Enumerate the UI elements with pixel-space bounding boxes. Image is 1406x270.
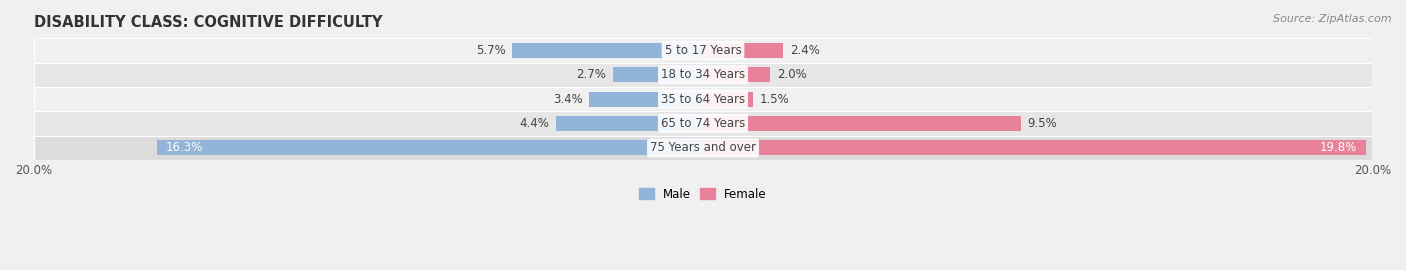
Text: 16.3%: 16.3%: [166, 141, 202, 154]
Text: 5.7%: 5.7%: [475, 44, 506, 57]
Text: 2.4%: 2.4%: [790, 44, 820, 57]
Text: 75 Years and over: 75 Years and over: [650, 141, 756, 154]
Text: DISABILITY CLASS: COGNITIVE DIFFICULTY: DISABILITY CLASS: COGNITIVE DIFFICULTY: [34, 15, 382, 30]
Bar: [703, 67, 770, 82]
Text: 35 to 64 Years: 35 to 64 Years: [661, 93, 745, 106]
Text: 9.5%: 9.5%: [1028, 117, 1057, 130]
Legend: Male, Female: Male, Female: [634, 183, 772, 205]
Text: 2.0%: 2.0%: [776, 68, 807, 81]
Bar: [703, 43, 783, 58]
Bar: [34, 136, 1372, 160]
Text: 5 to 17 Years: 5 to 17 Years: [665, 44, 741, 57]
Bar: [613, 67, 703, 82]
Bar: [703, 116, 1021, 131]
Text: 19.8%: 19.8%: [1320, 141, 1357, 154]
Bar: [589, 92, 703, 107]
Bar: [34, 63, 1372, 87]
Text: 2.7%: 2.7%: [576, 68, 606, 81]
Text: 1.5%: 1.5%: [759, 93, 790, 106]
Bar: [703, 92, 754, 107]
Bar: [157, 140, 703, 156]
Bar: [34, 87, 1372, 111]
Bar: [703, 140, 1365, 156]
Text: 4.4%: 4.4%: [519, 117, 548, 130]
Bar: [34, 111, 1372, 136]
Text: 65 to 74 Years: 65 to 74 Years: [661, 117, 745, 130]
Bar: [34, 38, 1372, 63]
Text: 3.4%: 3.4%: [553, 93, 582, 106]
Text: 18 to 34 Years: 18 to 34 Years: [661, 68, 745, 81]
Bar: [555, 116, 703, 131]
Bar: [512, 43, 703, 58]
Text: Source: ZipAtlas.com: Source: ZipAtlas.com: [1274, 14, 1392, 23]
